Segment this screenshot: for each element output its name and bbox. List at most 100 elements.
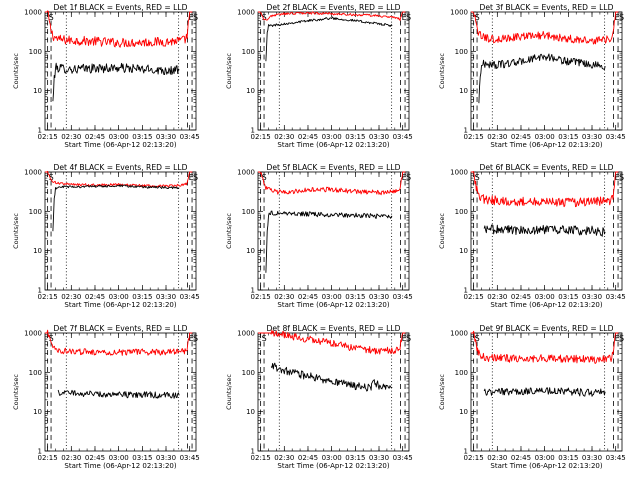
y-axis-label: Counts/sec <box>12 53 20 89</box>
x-tick-label: 02:30 <box>274 293 294 301</box>
y-tick-label: 1 <box>464 127 468 135</box>
series-line-events <box>270 362 393 392</box>
time-marker-label: E <box>615 173 620 182</box>
y-tick-label: 100 <box>29 208 42 216</box>
x-tick-label: 03:45 <box>606 133 626 141</box>
series-line-lld <box>45 10 193 48</box>
time-marker-label: S <box>193 173 198 182</box>
x-tick-label: 02:30 <box>487 133 507 141</box>
x-tick-label: 02:30 <box>61 133 81 141</box>
x-tick-label: 03:00 <box>535 454 555 462</box>
x-tick-label: 03:30 <box>369 454 389 462</box>
x-tick-label: 02:15 <box>464 454 484 462</box>
plot-frame <box>470 171 623 291</box>
x-tick-label: 03:45 <box>180 454 200 462</box>
x-tick-label: 02:15 <box>38 293 58 301</box>
series-line-events <box>265 16 393 62</box>
x-tick-label: 03:30 <box>582 133 602 141</box>
y-tick-label: 1000 <box>237 169 255 177</box>
series-line-lld <box>258 329 406 355</box>
y-axis-label: Counts/sec <box>438 53 446 89</box>
time-marker-label: E <box>402 334 407 343</box>
x-tick-label: 03:15 <box>558 133 578 141</box>
plot-frame <box>470 332 623 452</box>
y-tick-label: 100 <box>29 369 42 377</box>
x-axis-label: Start Time (06-Apr-12 02:13:20) <box>64 141 176 149</box>
series-line-events <box>52 62 180 102</box>
y-axis-label: Counts/sec <box>12 213 20 249</box>
time-marker-label: S <box>406 13 411 22</box>
x-axis-label: Start Time (06-Apr-12 02:13:20) <box>277 462 389 470</box>
plot-frame <box>470 11 623 131</box>
x-tick-label: 03:15 <box>558 454 578 462</box>
y-tick-label: 100 <box>242 369 255 377</box>
x-tick-label: 02:15 <box>464 293 484 301</box>
x-tick-label: 03:45 <box>606 293 626 301</box>
x-tick-label: 02:45 <box>85 133 105 141</box>
plot-frame <box>257 171 410 291</box>
time-marker-label: S <box>262 173 267 182</box>
time-marker-label: E <box>402 13 407 22</box>
x-tick-label: 02:15 <box>38 454 58 462</box>
chart-panel-det-8f: Det 8f BLACK = Events, RED = LLD 1 10 100 10… <box>225 324 413 470</box>
y-tick-label: 1 <box>464 287 468 295</box>
y-tick-label: 10 <box>246 87 255 95</box>
y-tick-label: 1000 <box>24 9 42 17</box>
y-tick-label: 1000 <box>450 330 468 338</box>
x-tick-label: 02:45 <box>298 454 318 462</box>
x-tick-label: 03:00 <box>322 293 342 301</box>
x-tick-label: 02:30 <box>487 454 507 462</box>
chart-panel-det-1f: Det 1f BLACK = Events, RED = LLD 1 10 100 10… <box>12 3 200 149</box>
time-marker-label: S <box>406 173 411 182</box>
time-marker-label: S <box>49 173 54 182</box>
y-axis-label: Counts/sec <box>225 213 233 249</box>
y-tick-label: 10 <box>246 408 255 416</box>
x-tick-label: 03:30 <box>369 133 389 141</box>
series-line-lld <box>258 171 406 196</box>
y-tick-label: 1000 <box>450 9 468 17</box>
y-tick-label: 10 <box>33 247 42 255</box>
x-axis-label: Start Time (06-Apr-12 02:13:20) <box>490 141 602 149</box>
plot-frame <box>44 171 197 291</box>
chart-title: Det 3f BLACK = Events, RED = LLD <box>480 3 614 12</box>
chart-title: Det 7f BLACK = Events, RED = LLD <box>54 324 188 333</box>
y-axis-label: Counts/sec <box>225 374 233 410</box>
x-tick-label: 03:00 <box>109 133 129 141</box>
y-tick-label: 10 <box>33 87 42 95</box>
y-tick-label: 10 <box>33 408 42 416</box>
x-axis-label: Start Time (06-Apr-12 02:13:20) <box>490 462 602 470</box>
x-tick-label: 02:45 <box>85 293 105 301</box>
x-tick-label: 03:00 <box>535 293 555 301</box>
x-tick-label: 03:15 <box>345 133 365 141</box>
y-tick-label: 100 <box>29 48 42 56</box>
time-marker-label: S <box>475 173 480 182</box>
x-tick-label: 02:15 <box>464 133 484 141</box>
x-tick-label: 02:15 <box>251 293 271 301</box>
series-line-events <box>483 387 606 397</box>
y-tick-label: 1000 <box>237 9 255 17</box>
chart-panel-det-7f: Det 7f BLACK = Events, RED = LLD 1 10 100 10… <box>12 324 200 470</box>
y-tick-label: 1 <box>38 287 42 295</box>
plot-frame <box>257 332 410 452</box>
time-marker-label: E <box>189 173 194 182</box>
x-tick-label: 03:45 <box>180 133 200 141</box>
y-tick-label: 100 <box>455 48 468 56</box>
x-axis-label: Start Time (06-Apr-12 02:13:20) <box>277 141 389 149</box>
x-tick-label: 02:15 <box>251 454 271 462</box>
x-tick-label: 03:45 <box>606 454 626 462</box>
series-line-lld <box>258 11 406 21</box>
x-tick-label: 03:00 <box>322 133 342 141</box>
y-tick-label: 100 <box>455 208 468 216</box>
series-line-lld <box>45 170 193 188</box>
plot-frame <box>44 332 197 452</box>
x-tick-label: 02:30 <box>61 293 81 301</box>
x-tick-label: 03:45 <box>393 454 413 462</box>
time-marker-label: S <box>262 13 267 22</box>
time-marker-label: S <box>49 334 54 343</box>
x-axis-label: Start Time (06-Apr-12 02:13:20) <box>64 301 176 309</box>
x-tick-label: 03:45 <box>393 133 413 141</box>
y-tick-label: 10 <box>459 247 468 255</box>
y-tick-label: 1000 <box>24 330 42 338</box>
x-tick-label: 02:30 <box>274 454 294 462</box>
time-marker-label: S <box>619 173 624 182</box>
